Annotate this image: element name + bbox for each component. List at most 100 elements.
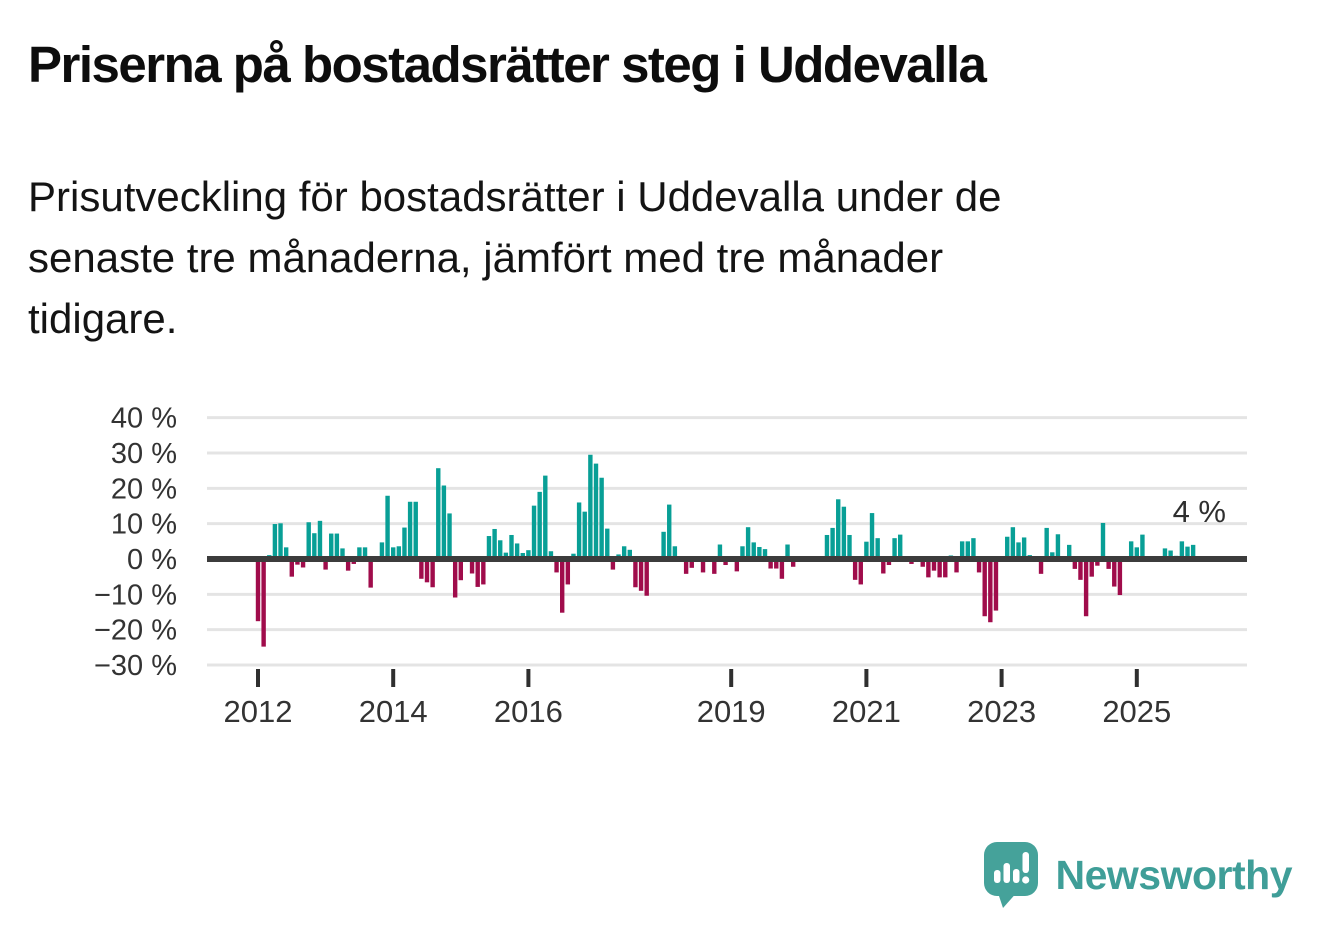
bar-2018-08: [700, 559, 706, 573]
bar-2012-07: [289, 559, 294, 577]
bar-2017-07: [627, 549, 632, 559]
bar-2021-07: [898, 534, 903, 559]
bar-2019-11: [785, 544, 790, 559]
bar-2016-10: [576, 502, 582, 559]
bar-2013-05: [345, 559, 351, 571]
bar-2022-01: [931, 559, 937, 571]
bar-2024-12: [1128, 541, 1134, 559]
bar-2021-05: [886, 559, 892, 566]
bar-2024-07: [1100, 522, 1106, 559]
bar-2024-10: [1117, 559, 1123, 596]
bar-2021-02: [869, 513, 875, 559]
bar-2025-09: [1179, 541, 1185, 559]
bar-2017-02: [599, 477, 604, 559]
bar-2018-01: [661, 531, 666, 559]
bar-2021-12: [926, 559, 931, 578]
x-tick-label-2021: 2021: [832, 694, 901, 729]
bar-2025-11: [1190, 544, 1196, 559]
bar-2016-01: [526, 550, 531, 559]
y-tick-label: 30 %: [111, 438, 177, 470]
bar-2015-09: [503, 552, 509, 559]
bar-2022-09: [976, 559, 982, 573]
bar-2015-05: [481, 559, 486, 585]
bar-2023-09: [1044, 527, 1049, 559]
bar-2013-02: [329, 533, 334, 559]
bar-2018-02: [667, 504, 672, 559]
bar-2015-12: [520, 552, 525, 559]
bar-2019-03: [740, 546, 745, 559]
bar-2012-01: [255, 559, 261, 622]
bar-2021-06: [892, 538, 897, 559]
bar-2023-04: [1016, 542, 1021, 559]
bar-2013-08: [362, 547, 368, 559]
bar-2024-01: [1067, 544, 1072, 559]
bar-2012-12: [317, 520, 323, 559]
bar-2020-10: [847, 534, 852, 559]
bar-2018-12: [723, 559, 728, 566]
bar-2019-02: [734, 559, 740, 572]
bar-2013-01: [323, 559, 328, 570]
bar-2024-03: [1078, 559, 1083, 580]
bar-2012-09: [300, 559, 306, 568]
bar-2024-06: [1095, 559, 1100, 566]
chart-subtitle: Prisutveckling för bostadsrätter i Uddev…: [28, 166, 1238, 349]
bar-2017-01: [593, 463, 599, 559]
bar-2012-06: [283, 547, 289, 559]
bar-2020-06: [824, 534, 830, 559]
y-tick-label: 10 %: [111, 509, 177, 541]
bar-2024-05: [1089, 559, 1094, 577]
bar-2014-05: [413, 501, 418, 559]
bar-2015-04: [475, 559, 480, 587]
bar-2020-08: [836, 499, 841, 559]
bar-2019-06: [757, 546, 762, 559]
bar-2024-09: [1112, 559, 1117, 587]
bar-2017-06: [621, 546, 627, 559]
bar-2019-08: [768, 559, 773, 569]
bar-2022-10: [982, 559, 987, 617]
bar-2024-02: [1072, 559, 1078, 569]
bar-2016-02: [531, 505, 537, 559]
bar-2021-04: [881, 559, 886, 574]
bar-2014-12: [452, 559, 458, 598]
bar-2022-03: [943, 559, 948, 578]
y-tick-label: 20 %: [111, 473, 177, 505]
x-tick-label-2019: 2019: [697, 694, 766, 729]
newsworthy-logo-icon: [983, 842, 1038, 908]
bar-2020-09: [841, 506, 847, 559]
x-tick-label-2016: 2016: [494, 694, 563, 729]
bar-2019-12: [790, 559, 796, 567]
y-tick-label: 0 %: [127, 544, 177, 576]
bars: [255, 454, 1196, 647]
bar-2015-07: [492, 528, 497, 559]
bar-2016-08: [565, 559, 571, 585]
last-value-annotation: 4 %: [1173, 494, 1226, 529]
bar-2022-06: [959, 541, 965, 559]
y-tick-label: 40 %: [111, 403, 177, 435]
bar-2024-04: [1083, 559, 1089, 617]
bar-2023-10: [1050, 552, 1055, 559]
bar-2015-01: [458, 559, 463, 581]
bar-2020-12: [858, 559, 863, 585]
x-tick-label-2012: 2012: [224, 694, 293, 729]
y-axis-labels: 40 %30 %20 % 10 %0 %−10 % −20 %−30 %: [94, 403, 177, 682]
bar-2025-01: [1134, 547, 1139, 559]
bar-2020-07: [830, 527, 835, 559]
bar-2019-04: [745, 527, 751, 559]
bar-2014-11: [447, 513, 452, 559]
bar-2022-05: [954, 559, 959, 573]
bar-2016-04: [543, 475, 548, 559]
bar-2012-02: [261, 559, 266, 647]
bar-2013-09: [368, 559, 373, 588]
bar-2013-12: [385, 495, 390, 559]
bar-2014-09: [436, 468, 441, 559]
bar-2025-10: [1185, 546, 1190, 559]
newsworthy-logo-text: Newsworthy: [1055, 852, 1293, 898]
bar-2018-10: [712, 559, 717, 574]
bar-2016-11: [582, 511, 587, 559]
y-tick-label: −20 %: [94, 615, 177, 647]
bar-2018-03: [672, 546, 678, 559]
bar-2018-06: [689, 559, 694, 568]
bar-2013-04: [340, 548, 345, 559]
